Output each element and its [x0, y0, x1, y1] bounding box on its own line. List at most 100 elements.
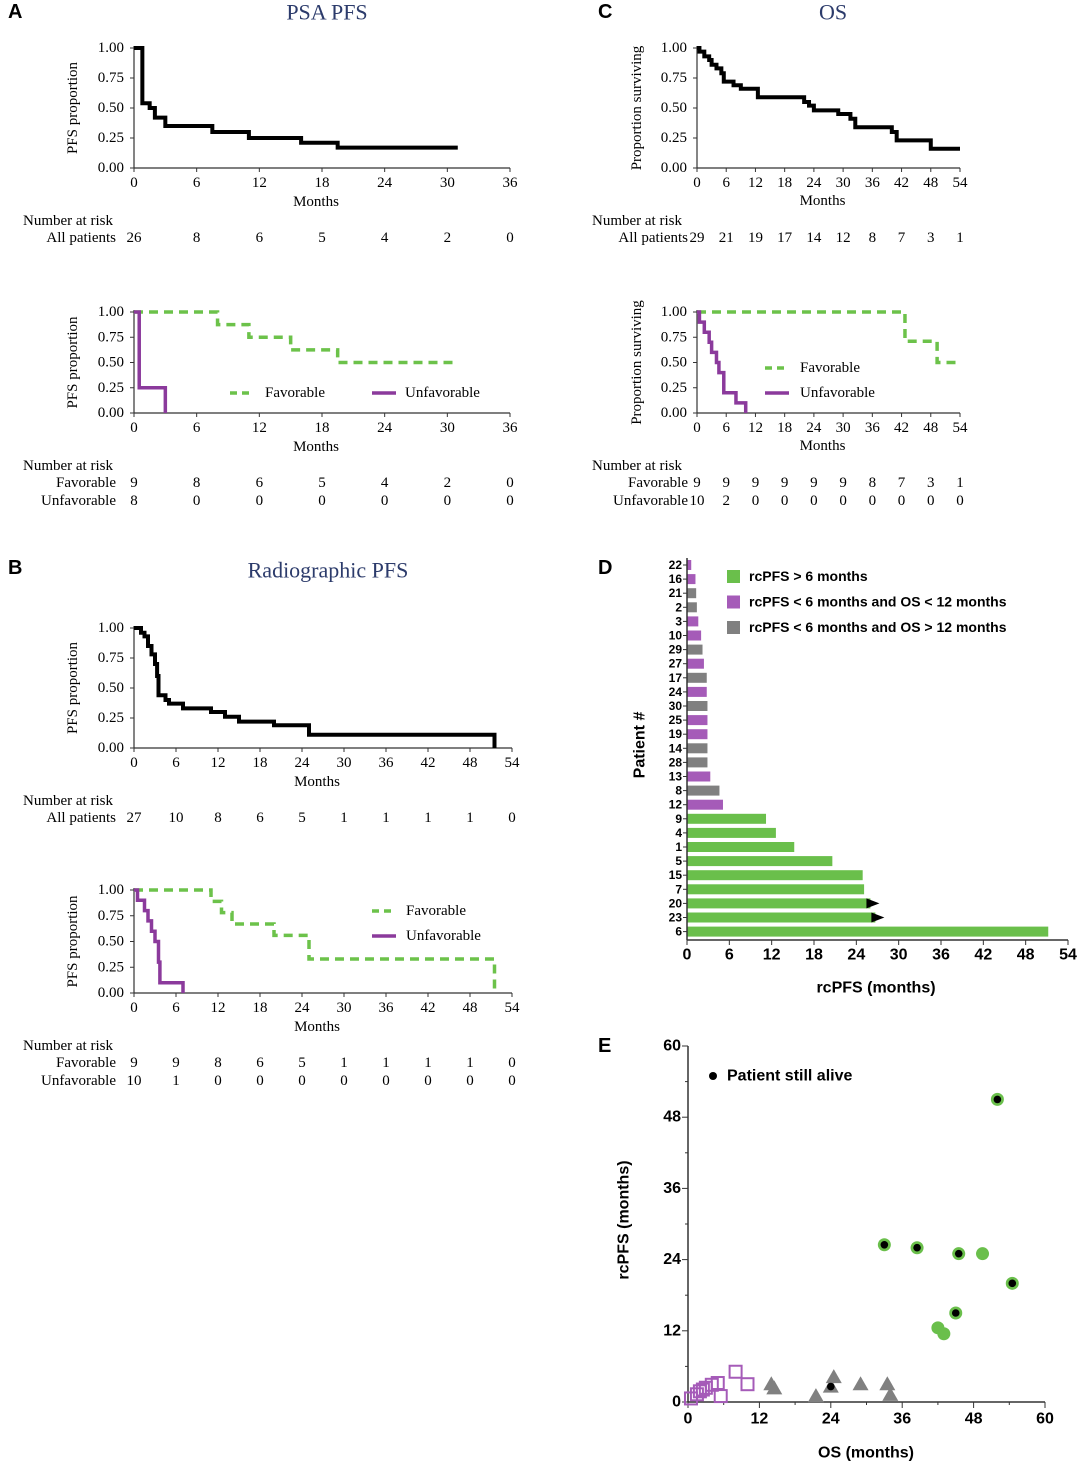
bar-patient-28: [687, 757, 708, 768]
y-tick-label: 0.75: [98, 329, 124, 345]
x-tick-label: 48: [965, 1411, 983, 1428]
x-tick-label: 42: [894, 420, 909, 436]
km-chart-3: C OS0.000.250.500.751.000 6 12 18 24 30 36 42 48 5…: [592, 0, 968, 246]
risk-row-label: Favorable: [56, 1055, 116, 1071]
y-tick-label: 30: [669, 699, 683, 713]
risk-value: 0: [444, 493, 452, 509]
risk-row-label: Unfavorable: [41, 493, 116, 509]
x-tick-label: 12: [211, 755, 226, 771]
x-tick-label: 24: [822, 1411, 840, 1428]
y-tick-label: 1.00: [98, 40, 124, 56]
x-tick-label: 18: [777, 175, 792, 191]
risk-value: 17: [777, 230, 793, 246]
bar-patient-1: [687, 842, 795, 852]
legend-label: Favorable: [800, 360, 860, 376]
km-curve-all: [697, 46, 960, 151]
alive-marker: [954, 1249, 963, 1258]
y-tick-label: 27: [669, 657, 683, 671]
bar-patient-25: [687, 715, 708, 726]
bar-patient-15: [687, 870, 863, 881]
x-axis-label: Months: [800, 438, 846, 454]
x-tick-label: 6: [172, 755, 180, 771]
bar-patient-24: [687, 686, 707, 697]
x-tick-label: 36: [379, 755, 395, 771]
bar-patient-13: [687, 771, 711, 782]
risk-value: 6: [256, 230, 264, 246]
y-tick-label: 24: [669, 685, 683, 699]
x-tick-label: 6: [722, 175, 730, 191]
risk-value: 1: [172, 1073, 180, 1089]
y-tick-label: 1.00: [98, 620, 124, 636]
km-chart-2: 0.000.250.500.751.000 6 12 18 24 30 36MonthsPF…: [23, 304, 518, 509]
legend-label: Patient still alive: [727, 1068, 852, 1085]
y-tick-label: 15: [669, 868, 683, 882]
bar-patient-20: [687, 898, 871, 909]
panel-letter: E: [598, 1035, 611, 1057]
risk-value: 9: [130, 1055, 138, 1071]
legend-label: Favorable: [406, 903, 466, 919]
risk-value: 5: [318, 230, 326, 246]
y-tick-label: 19: [669, 727, 683, 741]
risk-value: 1: [466, 810, 474, 826]
risk-value: 1: [382, 1055, 390, 1071]
risk-value: 0: [506, 475, 514, 491]
km-chart-4: 0.000.250.500.751.000 6 12 18 24 30 36 42 48 54Mo…: [592, 300, 968, 509]
y-tick-label: 17: [669, 671, 683, 685]
x-tick-label: 12: [751, 1411, 769, 1428]
x-tick-label: 12: [252, 175, 267, 191]
y-tick-label: 0.25: [661, 380, 687, 396]
risk-value: 5: [318, 475, 326, 491]
risk-value: 7: [898, 230, 906, 246]
chart-title: OS: [819, 0, 847, 25]
legend-swatch: [727, 595, 740, 609]
x-tick-label: 42: [894, 175, 909, 191]
point-square: [695, 1382, 710, 1397]
y-tick-label: 0.25: [661, 130, 687, 146]
risk-value: 8: [869, 475, 877, 491]
point-square: [713, 1389, 728, 1404]
x-tick-label: 0: [693, 420, 701, 436]
risk-value: 0: [256, 493, 264, 509]
x-tick-label: 42: [421, 1000, 436, 1016]
x-tick-label: 0: [130, 420, 138, 436]
risk-value: 12: [836, 230, 851, 246]
risk-value: 14: [806, 230, 822, 246]
risk-value: 1: [424, 1055, 432, 1071]
risk-value: 0: [508, 1055, 516, 1071]
legend-swatch: [727, 570, 740, 583]
risk-row-label: All patients: [46, 230, 116, 246]
y-tick-label: 20: [669, 896, 683, 910]
y-tick-label: 0.00: [661, 160, 687, 176]
alive-marker: [993, 1095, 1002, 1104]
risk-table-header: Number at risk: [592, 458, 682, 474]
y-axis-label: PFS proportion: [65, 316, 81, 409]
risk-value: 0: [508, 1073, 516, 1089]
bar-patient-16: [687, 574, 696, 585]
risk-row-label: Favorable: [628, 475, 688, 491]
x-tick-label: 24: [295, 1000, 311, 1016]
risk-value: 19: [748, 230, 763, 246]
km-curve-favorable: [697, 310, 960, 365]
y-tick-label: 0.50: [98, 355, 124, 371]
risk-value: 1: [340, 810, 348, 826]
km-curve-all: [134, 46, 458, 150]
km-curve-unfavorable: [697, 310, 748, 413]
risk-value: 8: [193, 230, 201, 246]
x-axis-label: OS (months): [818, 1445, 914, 1462]
x-tick-label: 30: [440, 420, 455, 436]
risk-value: 2: [444, 475, 452, 491]
panel-letter: D: [598, 557, 612, 579]
bar-patient-9: [687, 813, 767, 824]
x-tick-label: 18: [253, 755, 268, 771]
risk-value: 26: [127, 230, 143, 246]
risk-value: 1: [956, 475, 964, 491]
risk-value: 0: [382, 1073, 390, 1089]
km-curve-unfavorable: [134, 888, 185, 993]
bar-patient-19: [687, 729, 708, 740]
y-tick-label: 12: [669, 798, 683, 812]
risk-value: 9: [130, 475, 138, 491]
alive-marker: [880, 1240, 889, 1249]
risk-value: 0: [256, 1073, 264, 1089]
y-tick-label: 0.75: [98, 650, 124, 666]
x-axis-label: rcPFS (months): [816, 980, 935, 997]
